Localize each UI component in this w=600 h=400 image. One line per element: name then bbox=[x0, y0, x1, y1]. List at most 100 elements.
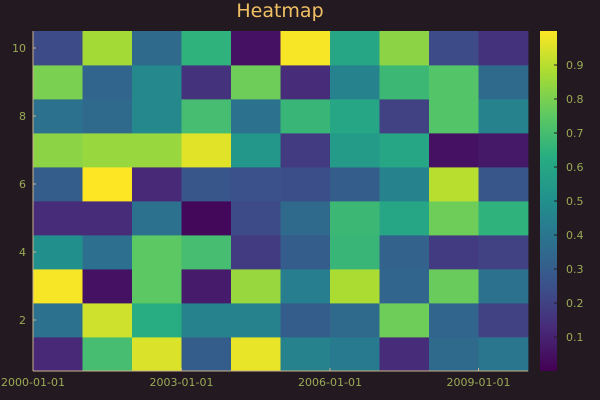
heatmap-cell bbox=[280, 235, 331, 270]
heatmap-cell bbox=[280, 167, 331, 202]
colorbar-tick-label: 0.2 bbox=[566, 297, 584, 310]
heatmap-cell bbox=[33, 201, 83, 236]
heatmap-cell bbox=[82, 99, 133, 134]
heatmap-cell bbox=[478, 65, 529, 100]
colorbar-tick-label: 0.1 bbox=[566, 331, 584, 344]
heatmap-cell bbox=[330, 201, 380, 236]
heatmap-cell bbox=[132, 303, 182, 338]
heatmap-cell bbox=[429, 303, 479, 338]
colorbar-gradient bbox=[540, 31, 557, 371]
x-tick-label: 2009-01-01 bbox=[447, 376, 511, 389]
heatmap-cell bbox=[280, 337, 331, 372]
heatmap-cell bbox=[478, 133, 529, 168]
heatmap-cell bbox=[33, 269, 83, 304]
heatmap-cell bbox=[429, 337, 479, 372]
heatmap-cell bbox=[33, 99, 83, 134]
heatmap-cell bbox=[379, 31, 430, 66]
heatmap-cell bbox=[429, 65, 479, 100]
heatmap-cell bbox=[330, 167, 380, 202]
colorbar-tick-label: 0.3 bbox=[566, 263, 584, 276]
heatmap-cell bbox=[379, 133, 430, 168]
x-tick-label: 2000-01-01 bbox=[1, 376, 65, 389]
x-tick-label: 2003-01-01 bbox=[150, 376, 214, 389]
heatmap-cell bbox=[478, 269, 529, 304]
colorbar-tick-label: 0.8 bbox=[566, 93, 584, 106]
heatmap-cell bbox=[181, 303, 232, 338]
heatmap-cell bbox=[231, 201, 281, 236]
heatmap-cell bbox=[33, 303, 83, 338]
heatmap-cell bbox=[132, 269, 182, 304]
heatmap-cell bbox=[379, 167, 430, 202]
heatmap-cell bbox=[132, 337, 182, 372]
heatmap-cell bbox=[231, 235, 281, 270]
heatmap-cells bbox=[33, 31, 529, 372]
heatmap-cell bbox=[82, 201, 133, 236]
y-tick-label: 2 bbox=[19, 314, 26, 327]
heatmap-cell bbox=[280, 65, 331, 100]
heatmap-cell bbox=[330, 99, 380, 134]
y-tick-label: 8 bbox=[19, 110, 26, 123]
colorbar-tick-label: 0.7 bbox=[566, 127, 584, 140]
heatmap-cell bbox=[132, 235, 182, 270]
heatmap-cell bbox=[379, 269, 430, 304]
heatmap-cell bbox=[478, 167, 529, 202]
heatmap-cell bbox=[330, 269, 380, 304]
heatmap-cell bbox=[181, 337, 232, 372]
heatmap-cell bbox=[231, 65, 281, 100]
heatmap-cell bbox=[181, 201, 232, 236]
heatmap-cell bbox=[330, 31, 380, 66]
colorbar-tick-label: 0.9 bbox=[566, 59, 584, 72]
heatmap-cell bbox=[429, 269, 479, 304]
heatmap-cell bbox=[82, 269, 133, 304]
heatmap-cell bbox=[181, 269, 232, 304]
heatmap-cell bbox=[82, 235, 133, 270]
heatmap-cell bbox=[330, 337, 380, 372]
heatmap-cell bbox=[379, 303, 430, 338]
heatmap-cell bbox=[379, 99, 430, 134]
heatmap-cell bbox=[132, 167, 182, 202]
heatmap-cell bbox=[478, 235, 529, 270]
heatmap-cell bbox=[280, 133, 331, 168]
heatmap-cell bbox=[82, 133, 133, 168]
heatmap-cell bbox=[33, 337, 83, 372]
chart-title: Heatmap bbox=[236, 0, 323, 22]
heatmap-cell bbox=[82, 303, 133, 338]
colorbar-tick-label: 0.5 bbox=[566, 195, 584, 208]
heatmap-cell bbox=[379, 201, 430, 236]
colorbar-tick-label: 0.6 bbox=[566, 161, 584, 174]
heatmap-cell bbox=[132, 201, 182, 236]
heatmap-cell bbox=[82, 65, 133, 100]
heatmap-cell bbox=[231, 303, 281, 338]
heatmap-cell bbox=[429, 133, 479, 168]
colorbar-tick-label: 0.4 bbox=[566, 229, 584, 242]
heatmap-cell bbox=[429, 31, 479, 66]
heatmap-cell bbox=[33, 133, 83, 168]
heatmap-cell bbox=[231, 167, 281, 202]
colorbar: 0.1 0.2 0.3 0.4 0.5 0.6 0.7 0.8 0.9 bbox=[540, 31, 584, 371]
heatmap-cell bbox=[379, 337, 430, 372]
heatmap-cell bbox=[429, 201, 479, 236]
heatmap-cell bbox=[280, 99, 331, 134]
heatmap-cell bbox=[82, 167, 133, 202]
heatmap-cell bbox=[280, 269, 331, 304]
heatmap-cell bbox=[379, 235, 430, 270]
heatmap-cell bbox=[33, 31, 83, 66]
heatmap-cell bbox=[330, 65, 380, 100]
heatmap-cell bbox=[82, 337, 133, 372]
heatmap-cell bbox=[33, 235, 83, 270]
heatmap-cell bbox=[429, 167, 479, 202]
heatmap-cell bbox=[181, 133, 232, 168]
heatmap-cell bbox=[429, 235, 479, 270]
heatmap-cell bbox=[181, 99, 232, 134]
heatmap-cell bbox=[33, 167, 83, 202]
heatmap-cell bbox=[478, 201, 529, 236]
y-tick-label: 6 bbox=[19, 178, 26, 191]
y-tick-label: 4 bbox=[19, 246, 26, 259]
heatmap-cell bbox=[82, 31, 133, 66]
heatmap-cell bbox=[330, 303, 380, 338]
heatmap-cell bbox=[231, 99, 281, 134]
heatmap-cell bbox=[478, 31, 529, 66]
heatmap-cell bbox=[280, 201, 331, 236]
heatmap-cell bbox=[478, 99, 529, 134]
